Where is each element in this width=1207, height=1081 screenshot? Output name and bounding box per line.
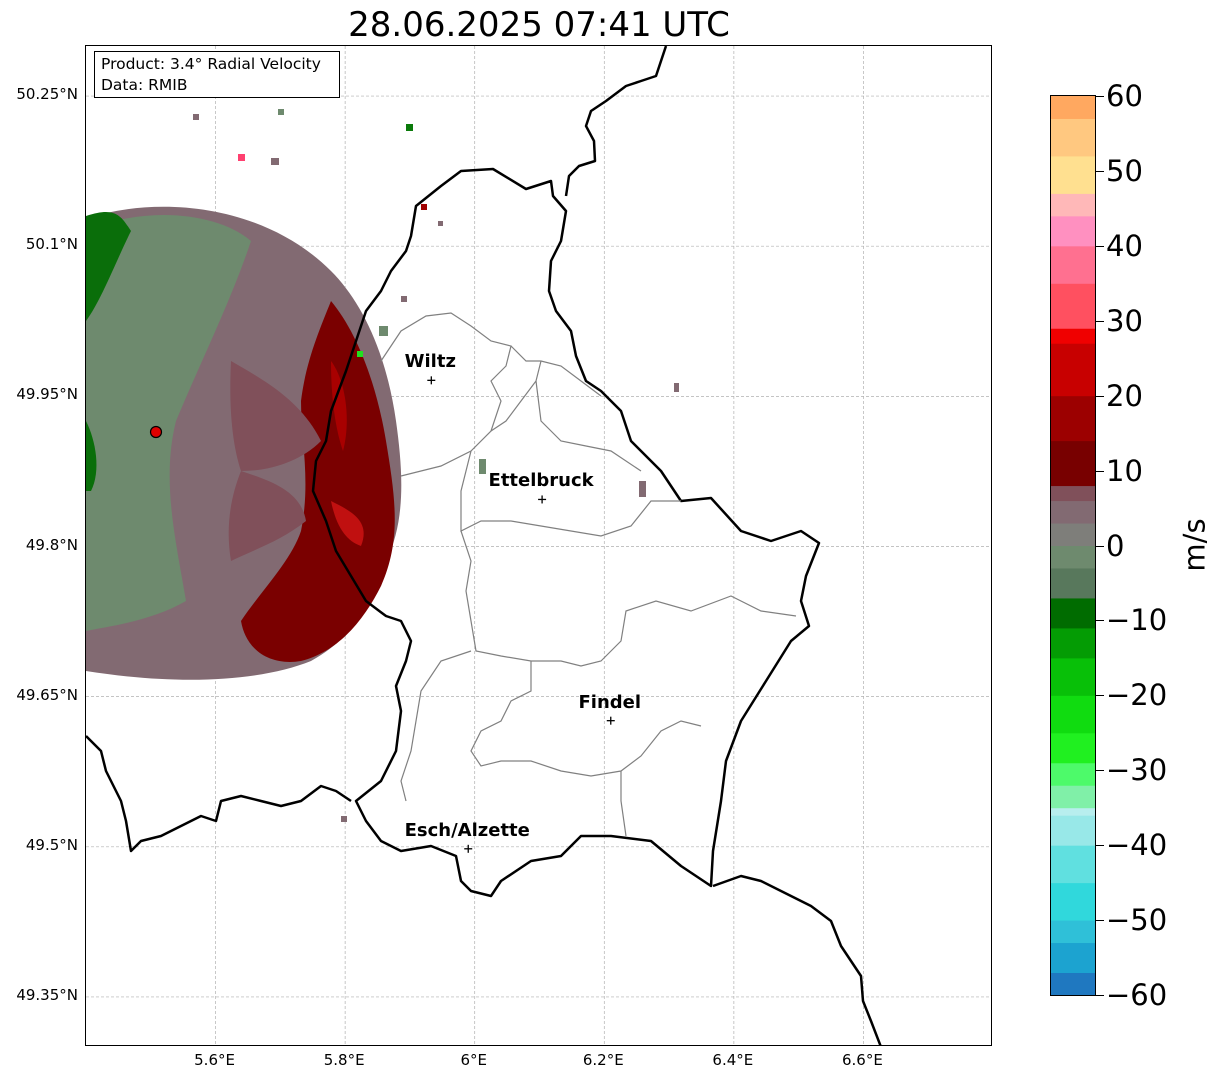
- colorbar-band: [1051, 395, 1095, 442]
- velocity-colorbar: [1050, 95, 1096, 996]
- colorbar-band: [1051, 155, 1095, 194]
- colorbar-band: [1051, 785, 1095, 809]
- colorbar-band: [1051, 627, 1095, 659]
- colorbar-band: [1051, 597, 1095, 629]
- colorbar-tick-label: −10: [1106, 603, 1168, 638]
- colorbar-band: [1051, 942, 1095, 974]
- country-border: [311, 167, 821, 898]
- colorbar-tick-label: −30: [1106, 753, 1168, 788]
- colorbar-band: [1051, 343, 1095, 397]
- colorbar-band: [1051, 695, 1095, 734]
- colorbar-tick: [1096, 920, 1104, 922]
- lat-tick-label: 49.35°N: [16, 985, 78, 1004]
- lat-tick-label: 50.1°N: [25, 235, 78, 254]
- colorbar-tick: [1096, 695, 1104, 697]
- lat-tick-label: 49.5°N: [25, 835, 78, 854]
- colorbar-band: [1051, 485, 1095, 502]
- colorbar-band: [1051, 845, 1095, 884]
- colorbar-band: [1051, 215, 1095, 247]
- city-markers: [427, 376, 615, 853]
- colorbar-tick: [1096, 845, 1104, 847]
- border-southwest: [86, 735, 352, 853]
- colorbar-tick-label: 30: [1106, 303, 1143, 338]
- border-southeast: [712, 874, 882, 1045]
- radar-map-canvas: [86, 46, 991, 1045]
- lat-tick-label: 50.25°N: [16, 85, 78, 104]
- border-east: [564, 46, 668, 197]
- colorbar-bands: [1051, 96, 1095, 995]
- colorbar-band: [1051, 328, 1095, 344]
- colorbar-band: [1051, 193, 1095, 217]
- colorbar-band: [1051, 882, 1095, 921]
- lat-tick-label: 49.95°N: [16, 385, 78, 404]
- colorbar-tick: [1096, 545, 1104, 547]
- colorbar-band: [1051, 762, 1095, 786]
- colorbar-tick: [1096, 245, 1104, 247]
- city-label: Wiltz: [404, 351, 456, 373]
- colorbar-tick-label: −40: [1106, 828, 1168, 863]
- colorbar-tick-label: −60: [1106, 978, 1168, 1012]
- radar-echo-field: [86, 109, 679, 822]
- colorbar-tick-label: −20: [1106, 678, 1168, 713]
- colorbar-band: [1051, 807, 1095, 816]
- city-marker: [427, 376, 436, 385]
- canton-borders: [380, 312, 797, 837]
- colorbar-band: [1051, 732, 1095, 764]
- colorbar-tick: [1096, 995, 1104, 996]
- colorbar-tick: [1096, 320, 1104, 322]
- radar-site-marker: [149, 425, 163, 439]
- colorbar-tick: [1096, 770, 1104, 772]
- city-label: Esch/Alzette: [404, 819, 530, 841]
- colorbar-band: [1051, 440, 1095, 487]
- colorbar-band: [1051, 920, 1095, 944]
- colorbar-band: [1051, 523, 1095, 546]
- colorbar-tick: [1096, 470, 1104, 472]
- colorbar-tick: [1096, 395, 1104, 397]
- colorbar-tick: [1096, 620, 1104, 622]
- colorbar-band: [1051, 245, 1095, 284]
- colorbar-band: [1051, 545, 1095, 569]
- lat-tick-label: 49.65°N: [16, 685, 78, 704]
- colorbar-tick: [1096, 96, 1104, 97]
- colorbar-unit-label: m/s: [1177, 518, 1207, 572]
- radar-map[interactable]: [85, 45, 992, 1046]
- colorbar-tick-label: 50: [1106, 153, 1143, 188]
- colorbar-tick-label: 40: [1106, 228, 1143, 263]
- city-label: Findel: [578, 691, 642, 713]
- lon-tick-label: 6.2°E: [582, 1051, 624, 1069]
- colorbar-band: [1051, 500, 1095, 524]
- colorbar-band: [1051, 96, 1095, 119]
- city-label: Ettelbruck: [488, 470, 594, 492]
- colorbar-band: [1051, 815, 1095, 846]
- colorbar-tick: [1096, 170, 1104, 172]
- colorbar-tick-label: −50: [1106, 903, 1168, 938]
- colorbar-band: [1051, 567, 1095, 599]
- lon-tick-label: 6°E: [460, 1051, 487, 1069]
- lon-tick-label: 5.6°E: [194, 1051, 235, 1069]
- product-info-box: Product: 3.4° Radial Velocity Data: RMIB: [94, 51, 340, 98]
- colorbar-band: [1051, 972, 1095, 995]
- data-source-label: Data: RMIB: [101, 76, 188, 94]
- colorbar-tick-label: 20: [1106, 378, 1143, 413]
- colorbar-band: [1051, 283, 1095, 329]
- city-marker: [464, 844, 473, 853]
- colorbar-tick-label: 60: [1106, 79, 1143, 113]
- lon-tick-label: 6.6°E: [842, 1051, 883, 1069]
- city-marker: [538, 495, 547, 504]
- colorbar-band: [1051, 657, 1095, 696]
- city-marker: [606, 716, 615, 725]
- map-title: 28.06.2025 07:41 UTC: [348, 5, 730, 45]
- lat-tick-label: 49.8°N: [25, 535, 78, 554]
- lon-tick-label: 6.4°E: [712, 1051, 754, 1069]
- colorbar-tick-label: 10: [1106, 453, 1143, 488]
- colorbar-band: [1051, 118, 1095, 157]
- colorbar-tick-label: 0: [1106, 528, 1125, 563]
- product-label: Product: 3.4° Radial Velocity: [101, 55, 321, 73]
- lon-tick-label: 5.8°E: [323, 1051, 365, 1069]
